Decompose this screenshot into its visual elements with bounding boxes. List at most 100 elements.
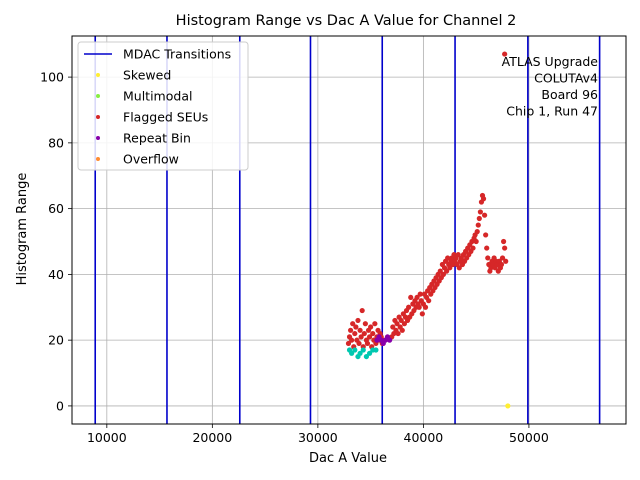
- legend-marker-flagged-seus: [96, 115, 100, 119]
- data-point: [502, 245, 508, 251]
- series-repeat-bin: [374, 334, 393, 347]
- data-point: [361, 330, 367, 337]
- data-point: [445, 255, 451, 261]
- plot-frame: [71, 35, 627, 425]
- data-point: [485, 255, 491, 261]
- data-point: [414, 294, 420, 301]
- data-point: [476, 215, 482, 222]
- data-point: [372, 321, 378, 327]
- annotation-line: Chip 1, Run 47: [506, 104, 598, 119]
- data-point: [444, 268, 450, 274]
- data-point: [387, 337, 393, 343]
- x-tick-label: 10000: [87, 430, 127, 445]
- data-point: [368, 324, 374, 330]
- annotation-line: ATLAS Upgrade: [502, 54, 599, 69]
- data-point: [398, 317, 404, 324]
- legend-label-flagged-seus: Flagged SEUs: [123, 110, 208, 125]
- data-point: [399, 327, 405, 333]
- annotation-line: COLUTAv4: [534, 71, 598, 86]
- data-point: [358, 334, 364, 340]
- data-point: [345, 340, 352, 347]
- x-axis-label: Dac A Value: [309, 451, 387, 466]
- data-point: [347, 327, 354, 333]
- data-point: [362, 321, 368, 327]
- y-tick-label: 20: [48, 333, 64, 348]
- data-point: [440, 271, 447, 277]
- data-point: [355, 317, 361, 324]
- data-point: [419, 311, 425, 317]
- data-point: [406, 304, 412, 310]
- data-point: [401, 321, 407, 327]
- data-point: [394, 321, 400, 327]
- data-point: [357, 350, 363, 356]
- data-point: [350, 321, 356, 327]
- x-tick-label: 40000: [404, 430, 444, 445]
- data-point: [364, 340, 371, 347]
- data-point: [352, 330, 358, 337]
- data-point: [349, 350, 355, 356]
- data-point: [483, 232, 489, 238]
- data-point: [500, 238, 507, 245]
- data-point: [503, 258, 509, 264]
- series-flagged-seus: [345, 51, 509, 350]
- data-point: [357, 327, 363, 333]
- data-point: [505, 403, 511, 409]
- x-tick-label: 50000: [509, 430, 549, 445]
- legend-label-repeat-bin: Repeat Bin: [123, 131, 191, 146]
- x-axis: 10000 20000 30000 40000 50000: [87, 424, 549, 445]
- chart-title: Histogram Range vs Dac A Value for Chann…: [176, 13, 517, 29]
- y-tick-label: 80: [48, 135, 64, 150]
- data-point: [481, 212, 488, 218]
- data-point: [349, 337, 355, 343]
- y-axis: 0 20 40 60 80 100: [40, 70, 72, 413]
- series-multimodal: [346, 347, 379, 360]
- legend-label-skewed: Skewed: [123, 68, 171, 83]
- data-point: [426, 298, 432, 304]
- data-point: [417, 291, 423, 297]
- data-point: [352, 347, 358, 353]
- x-tick-label: 30000: [298, 430, 338, 445]
- data-point: [470, 245, 476, 251]
- data-point: [408, 294, 414, 301]
- data-point: [359, 307, 365, 314]
- data-point: [353, 324, 359, 330]
- data-point: [484, 245, 490, 251]
- data-point: [502, 51, 508, 57]
- legend-marker-multimodal: [96, 94, 100, 98]
- data-point: [498, 261, 505, 268]
- data-point: [422, 304, 429, 310]
- data-point: [390, 324, 396, 330]
- data-point: [474, 229, 480, 235]
- data-point: [416, 304, 422, 310]
- data-point: [455, 252, 461, 258]
- data-point: [437, 268, 443, 274]
- legend-label-multimodal: Multimodal: [123, 89, 192, 104]
- x-tick-label: 20000: [192, 430, 232, 445]
- data-point: [366, 350, 373, 356]
- legend-label-mdac-transitions: MDAC Transitions: [123, 47, 231, 62]
- data-point: [447, 265, 453, 271]
- data-point: [373, 347, 379, 353]
- y-tick-label: 100: [40, 70, 64, 85]
- data-points: [345, 51, 511, 409]
- y-tick-label: 0: [56, 398, 64, 413]
- y-tick-label: 40: [48, 267, 64, 282]
- data-point: [370, 330, 376, 337]
- legend: MDAC Transitions Skewed Multimodal Flagged …: [77, 41, 249, 171]
- y-tick-label: 60: [48, 201, 64, 216]
- data-point: [356, 340, 362, 347]
- data-point: [363, 353, 370, 360]
- data-point: [480, 196, 487, 202]
- data-point: [366, 334, 373, 340]
- data-point: [499, 255, 506, 261]
- annotation-line: Board 96: [541, 87, 598, 102]
- legend-marker-repeat-bin: [96, 136, 100, 140]
- data-point: [473, 238, 479, 245]
- legend-marker-skewed: [96, 73, 100, 77]
- data-point: [456, 265, 462, 271]
- series-skewed: [505, 403, 511, 409]
- data-point: [360, 347, 366, 353]
- data-point: [395, 330, 401, 337]
